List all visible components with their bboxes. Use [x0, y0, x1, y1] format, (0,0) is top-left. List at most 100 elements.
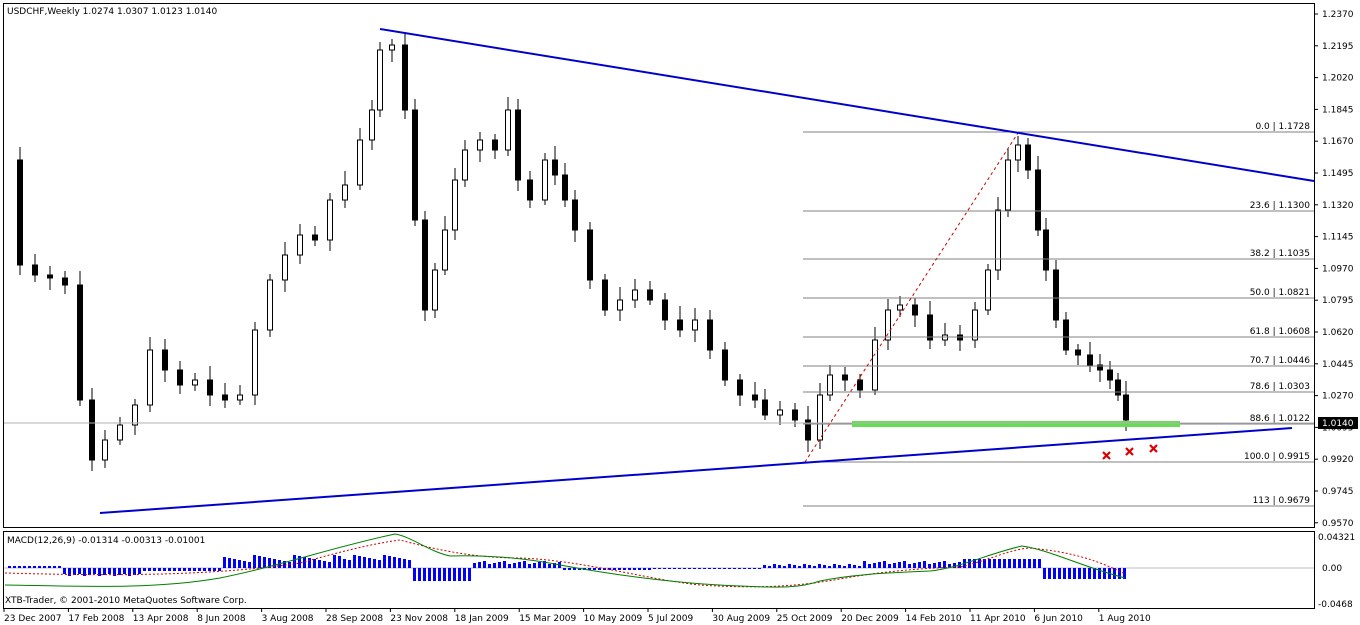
macd-hist-bar	[323, 561, 326, 568]
candle-body	[1015, 144, 1021, 161]
macd-hist-bar	[1113, 568, 1116, 579]
macd-hist-bar	[458, 568, 461, 581]
macd-hist-bar	[373, 559, 376, 568]
macd-hist-bar	[768, 566, 771, 568]
candle-body	[1097, 364, 1103, 371]
macd-hist-bar	[298, 556, 301, 568]
macd-hist-bar	[113, 568, 116, 576]
candle-body	[222, 394, 228, 401]
macd-hist-bar	[893, 563, 896, 568]
macd-hist-bar	[343, 559, 346, 568]
support-zone	[852, 421, 1180, 427]
candle-body	[552, 159, 558, 176]
macd-hist-bar	[518, 562, 521, 568]
macd-hist-bar	[453, 568, 456, 581]
macd-hist-bar	[153, 568, 156, 571]
macd-hist-bar	[1013, 559, 1016, 568]
macd-hist-bar	[838, 565, 841, 568]
candle-body	[207, 379, 213, 396]
candle-body	[462, 149, 468, 181]
macd-hist-bar	[813, 566, 816, 568]
time-label: 6 Jun 2010	[1034, 614, 1083, 624]
candle-body	[572, 199, 578, 231]
candle-body	[805, 419, 811, 441]
macd-hist-bar	[743, 568, 746, 569]
time-label: 13 Apr 2008	[133, 614, 189, 624]
macd-hist-bar	[1073, 568, 1076, 579]
candle-body	[32, 264, 38, 276]
candle-body	[872, 339, 878, 391]
macd-hist-bar	[523, 561, 526, 568]
macd-hist-bar	[918, 562, 921, 568]
time-label: 18 Jan 2009	[455, 614, 509, 624]
price-label: 1.0970	[1322, 264, 1354, 274]
macd-hist-bar	[18, 566, 21, 568]
macd-hist-bar	[183, 568, 186, 571]
macd-hist-bar	[1048, 568, 1051, 579]
macd-hist-bar	[1058, 568, 1061, 579]
candle-body	[47, 274, 53, 279]
macd-hist-bar	[1043, 568, 1046, 579]
macd-hist-bar	[408, 560, 411, 568]
macd-hist-bar	[78, 568, 81, 574]
macd-hist-bar	[498, 562, 501, 568]
main-panel[interactable]	[3, 3, 1315, 528]
candle-body	[89, 399, 95, 461]
macd-histogram	[8, 555, 1126, 581]
macd-hist-bar	[333, 555, 336, 568]
macd-hist-bar	[428, 568, 431, 581]
macd-hist-bar	[753, 568, 756, 569]
macd-hist-bar	[163, 568, 166, 571]
macd-hist-bar	[868, 564, 871, 568]
macd-hist-bar	[983, 559, 986, 568]
price-label: 0.9745	[1322, 487, 1354, 497]
time-label: 14 Feb 2010	[906, 614, 962, 624]
macd-hist-bar	[253, 555, 256, 568]
macd-hist-bar	[658, 568, 661, 569]
time-axis[interactable]: 23 Dec 2007 17 Feb 2008 13 Apr 2008 8 Jun 2…	[3, 608, 1151, 624]
price-label: 1.0620	[1322, 328, 1354, 338]
candle-body	[927, 314, 933, 341]
time-label: 30 Aug 2009	[712, 614, 770, 624]
macd-axis-zero: 0.00	[1322, 564, 1342, 574]
macd-hist-bar	[673, 568, 676, 569]
macd-hist-bar	[618, 568, 621, 570]
macd-axis-top: 0.04321	[1318, 533, 1355, 543]
macd-hist-bar	[973, 559, 976, 568]
macd-hist-bar	[598, 568, 601, 570]
candlestick-series	[17, 32, 1129, 471]
macd-hist-bar	[53, 566, 56, 568]
macd-hist-bar	[538, 562, 541, 568]
macd-hist-bar	[418, 568, 421, 581]
price-label: 1.2370	[1322, 10, 1354, 20]
macd-hist-bar	[933, 563, 936, 568]
candle-body	[792, 409, 798, 421]
macd-hist-bar	[118, 568, 121, 575]
macd-hist-bar	[608, 568, 611, 570]
lower-trendline	[99, 427, 1293, 514]
macd-hist-bar	[198, 568, 201, 571]
candle-body	[412, 109, 418, 221]
price-axis[interactable]: 1.2370 1.2195 1.2020 1.1845 1.1670 1.1495 1.13…	[1314, 10, 1354, 529]
macd-hist-bar	[668, 568, 671, 569]
macd-hist-bar	[803, 564, 806, 568]
macd-hist-bar	[808, 565, 811, 568]
candle-body	[542, 159, 548, 201]
macd-main-line	[4, 533, 1126, 588]
macd-hist-bar	[738, 568, 741, 569]
macd-hist-bar	[1118, 568, 1121, 579]
price-label: 1.0270	[1322, 392, 1354, 402]
macd-hist-bar	[268, 558, 271, 568]
macd-hist-bar	[213, 568, 216, 571]
macd-hist-bar	[203, 568, 206, 571]
macd-hist-bar	[318, 560, 321, 568]
macd-hist-bar	[553, 563, 556, 568]
x-marker-3	[1149, 444, 1158, 453]
macd-hist-bar	[633, 568, 636, 570]
macd-hist-bar	[108, 568, 111, 574]
macd-hist-bar	[1098, 568, 1101, 579]
macd-hist-bar	[328, 562, 331, 568]
time-label: 11 Apr 2010	[970, 614, 1026, 624]
macd-hist-bar	[1038, 559, 1041, 568]
